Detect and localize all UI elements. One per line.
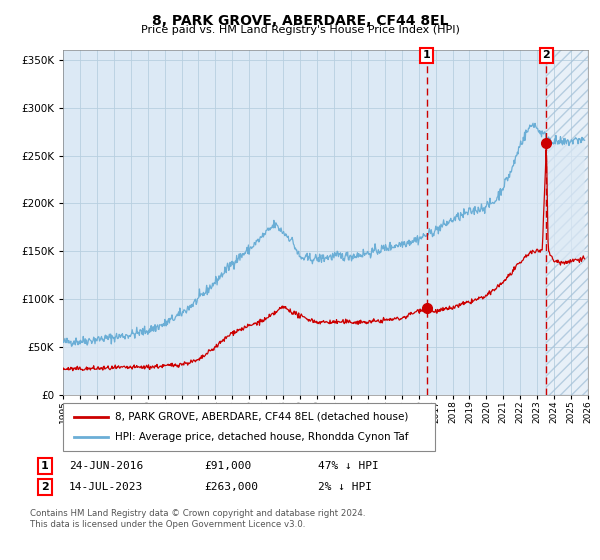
- Text: This data is licensed under the Open Government Licence v3.0.: This data is licensed under the Open Gov…: [30, 520, 305, 529]
- Text: 14-JUL-2023: 14-JUL-2023: [69, 482, 143, 492]
- Text: 2% ↓ HPI: 2% ↓ HPI: [318, 482, 372, 492]
- Text: £91,000: £91,000: [204, 461, 251, 471]
- Text: 2: 2: [542, 50, 550, 60]
- Text: HPI: Average price, detached house, Rhondda Cynon Taf: HPI: Average price, detached house, Rhon…: [115, 432, 409, 442]
- Text: 1: 1: [423, 50, 431, 60]
- Text: Contains HM Land Registry data © Crown copyright and database right 2024.: Contains HM Land Registry data © Crown c…: [30, 509, 365, 518]
- Text: 2: 2: [41, 482, 49, 492]
- Text: 24-JUN-2016: 24-JUN-2016: [69, 461, 143, 471]
- Text: Price paid vs. HM Land Registry's House Price Index (HPI): Price paid vs. HM Land Registry's House …: [140, 25, 460, 35]
- Text: 8, PARK GROVE, ABERDARE, CF44 8EL (detached house): 8, PARK GROVE, ABERDARE, CF44 8EL (detac…: [115, 412, 409, 422]
- Text: 1: 1: [41, 461, 49, 471]
- Text: £263,000: £263,000: [204, 482, 258, 492]
- FancyBboxPatch shape: [63, 403, 435, 451]
- Text: 47% ↓ HPI: 47% ↓ HPI: [318, 461, 379, 471]
- Text: 8, PARK GROVE, ABERDARE, CF44 8EL: 8, PARK GROVE, ABERDARE, CF44 8EL: [152, 14, 448, 28]
